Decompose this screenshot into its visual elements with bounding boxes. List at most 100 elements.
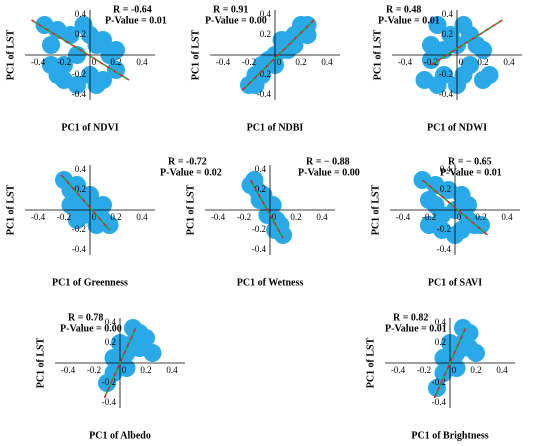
point [61, 196, 80, 214]
y-tick-label: 0.2 [255, 184, 266, 194]
point [253, 56, 271, 74]
x-tick-label: 0 [459, 57, 464, 67]
annotation: R = − 0.65 [448, 156, 492, 167]
y-tick-label: -0.2 [72, 224, 86, 234]
panel: -0.4 -0.2 0 0.2 0.4 -0.4 -0.2 0.2 0.4 PC1 of Brig… [365, 317, 515, 441]
y-axis-label: PC1 of LST [365, 337, 376, 388]
x-tick-label: -0.4 [61, 365, 76, 375]
y-tick-label: -0.2 [72, 69, 86, 79]
annotation: P-Value = 0.00 [60, 323, 122, 334]
point [68, 76, 86, 94]
point [87, 76, 106, 94]
y-tick-label: -0.2 [437, 224, 451, 234]
x-tick-label: 0.4 [136, 212, 148, 222]
x-tick-label: 0.4 [136, 57, 148, 67]
x-tick-label: 0.2 [140, 365, 151, 375]
y-tick-label: 0.4 [440, 164, 452, 174]
x-tick-label: 0.4 [316, 212, 328, 222]
annotation: R = -0.72 [168, 156, 207, 167]
x-tick-label: 0.4 [501, 212, 513, 222]
annotation: P-Value = 0.01 [378, 15, 440, 26]
x-axis-label: PC1 of SAVI [428, 277, 482, 288]
y-tick-label: 0.2 [442, 29, 453, 39]
x-tick-label: 0.2 [295, 57, 306, 67]
point [459, 196, 477, 214]
trend-line [241, 19, 315, 91]
y-tick-label: -0.4 [72, 89, 87, 99]
x-tick-label: -0.2 [242, 57, 256, 67]
y-axis-label: PC1 of LST [370, 184, 381, 235]
x-tick-label: -0.4 [211, 212, 226, 222]
point [452, 221, 471, 239]
trend-line [31, 19, 130, 81]
annotation: R = 0.48 [386, 4, 421, 15]
x-tick-label: -0.4 [31, 212, 46, 222]
y-tick-label: -0.4 [437, 244, 452, 254]
trend-line [421, 179, 489, 236]
point [100, 216, 119, 234]
y-axis-label: PC1 of LST [372, 29, 383, 80]
y-tick-label: -0.2 [257, 69, 271, 79]
y-tick-label: 0.4 [75, 164, 87, 174]
y-tick-label: -0.2 [102, 377, 116, 387]
y-tick-label: -0.2 [439, 69, 453, 79]
y-tick-label: -0.2 [432, 377, 446, 387]
point [428, 16, 447, 34]
panel: -0.4 -0.2 0 0.2 0.4 -0.4 -0.2 0.2 0.4 PC1 of Gree… [5, 164, 155, 288]
y-tick-label: 0.4 [75, 9, 87, 19]
y-tick-label: 0.4 [105, 317, 117, 327]
trend-line [249, 179, 284, 239]
point [143, 344, 162, 362]
x-tick-label: 0.2 [110, 212, 121, 222]
annotation: P-Value = 0.01 [105, 15, 167, 26]
point [48, 66, 67, 84]
point [454, 319, 472, 337]
x-axis-label: PC1 of Greenness [52, 277, 128, 288]
point [428, 76, 447, 94]
y-tick-label: 0.4 [260, 9, 272, 19]
x-axis-label: PC1 of Wetness [237, 277, 304, 288]
trend-line [421, 179, 489, 236]
point [61, 26, 80, 44]
y-tick-label: 0.2 [75, 29, 86, 39]
point [285, 36, 304, 54]
y-tick-label: 0.2 [105, 337, 116, 347]
x-tick-label: -0.4 [396, 212, 411, 222]
x-tick-label: -0.2 [422, 212, 436, 222]
x-tick-label: -0.2 [57, 57, 71, 67]
point [246, 76, 265, 94]
x-tick-label: -0.4 [398, 57, 413, 67]
y-tick-label: 0.2 [435, 337, 446, 347]
x-tick-label: -0.2 [424, 57, 438, 67]
y-tick-label: 0.2 [75, 184, 86, 194]
x-tick-label: 0.4 [496, 365, 508, 375]
point [298, 26, 317, 44]
y-tick-label: 0.4 [255, 164, 267, 174]
point [124, 319, 142, 337]
annotation: R = 0.78 [68, 312, 103, 323]
annotation: R = − 0.88 [306, 156, 350, 167]
point [42, 36, 60, 54]
annotation: P-Value = 0.01 [440, 167, 502, 178]
panel: -0.4 -0.2 0 0.2 0.4 -0.4 -0.2 0.2 0.4 PC1 of NDVI… [5, 9, 155, 133]
panel: -0.4 -0.2 0 0.2 0.4 -0.4 -0.2 0.2 0.4 PC1 of SAVI… [370, 164, 520, 288]
panel: -0.4 -0.2 0 0.2 0.4 -0.4 -0.2 0.2 0.4 PC1 of Wetn… [185, 164, 335, 288]
trend-line [433, 327, 467, 399]
y-tick-label: -0.4 [72, 244, 87, 254]
point [480, 66, 499, 84]
annotation: P-Value = 0.02 [160, 167, 222, 178]
y-tick-label: 0.2 [440, 184, 451, 194]
y-axis-label: PC1 of LST [35, 337, 46, 388]
point [107, 41, 125, 59]
x-tick-label: 0 [457, 212, 462, 222]
panel: -0.4 -0.2 0 0.2 0.4 -0.4 -0.2 0.2 0.4 PC1 of Albe… [35, 317, 185, 441]
x-axis-label: PC1 of Albedo [89, 430, 151, 441]
point [104, 349, 123, 367]
trend-line [103, 327, 137, 399]
trend-line [249, 179, 284, 239]
annotation: R = 0.91 [213, 4, 248, 15]
x-axis-label: PC1 of NDBI [247, 122, 304, 133]
point [94, 196, 112, 214]
x-tick-label: 0 [272, 212, 277, 222]
x-axis-label: PC1 of Brightness [411, 430, 488, 441]
